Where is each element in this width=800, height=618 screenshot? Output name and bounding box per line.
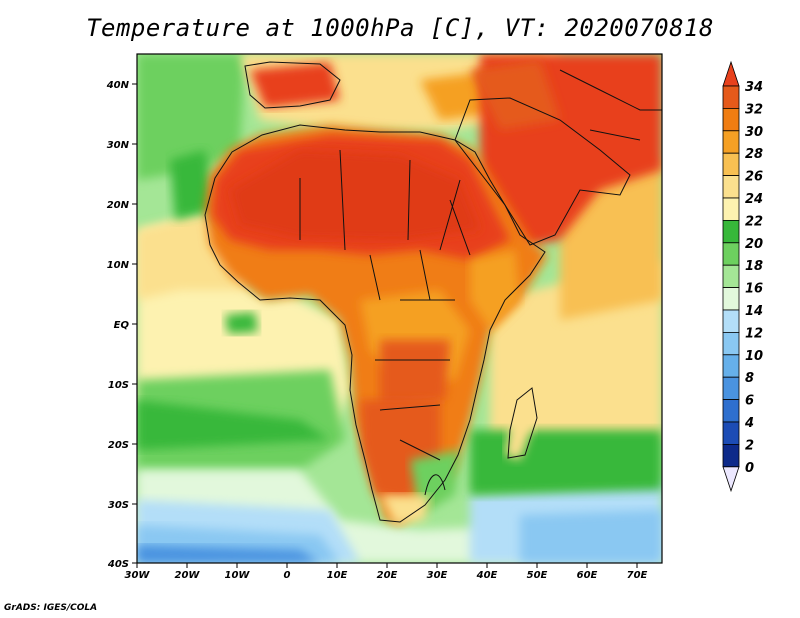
colorbar-label: 26 xyxy=(745,170,763,185)
y-tick-30n: 30N xyxy=(107,140,130,151)
x-tick-20w: 20W xyxy=(175,570,201,581)
colorbar-label: 16 xyxy=(745,282,763,297)
colorbar-label: 18 xyxy=(745,259,763,274)
colorbar-swatch xyxy=(722,421,740,445)
x-tick-70e: 70E xyxy=(627,570,648,581)
colorbar-swatch xyxy=(722,399,740,423)
colorbar-label: 24 xyxy=(745,192,763,207)
colorbar-swatch xyxy=(722,130,740,154)
colorbar-label: 12 xyxy=(745,326,763,341)
colorbar-swatch xyxy=(722,443,740,468)
colorbar-label: 34 xyxy=(745,80,763,95)
colorbar-label: 22 xyxy=(745,214,763,229)
x-tick-50e: 50E xyxy=(527,570,548,581)
colorbar-label: 0 xyxy=(745,461,754,476)
y-tick-40n: 40N xyxy=(106,80,130,91)
y-tick-eq: EQ xyxy=(114,320,130,331)
colorbar-swatch xyxy=(722,242,740,266)
colorbar-label: 10 xyxy=(745,349,763,364)
colorbar-label: 8 xyxy=(745,371,754,386)
colorbar-label: 4 xyxy=(744,416,754,431)
y-tick-20s: 20S xyxy=(108,440,129,451)
x-tick-30w: 30W xyxy=(125,570,151,581)
colorbar-swatch xyxy=(722,354,740,378)
colorbar-swatch xyxy=(722,219,740,244)
colorbar-swatch xyxy=(722,309,740,333)
colorbar-swatch xyxy=(722,108,740,132)
colorbar-label: 2 xyxy=(745,438,754,453)
x-tick-10e: 10E xyxy=(327,570,348,581)
colorbar-swatch xyxy=(722,331,740,356)
colorbar-swatch xyxy=(722,152,740,176)
y-tick-20n: 20N xyxy=(107,200,130,211)
x-tick-0: 0 xyxy=(284,570,291,581)
grads-credit: GrADS: IGES/COLA xyxy=(4,603,98,613)
x-tick-10w: 10W xyxy=(225,570,251,581)
x-tick-20e: 20E xyxy=(377,570,398,581)
colorbar-swatch xyxy=(722,264,740,289)
colorbar-swatch xyxy=(722,175,740,199)
colorbar-label: 6 xyxy=(745,394,754,409)
plot-frame xyxy=(136,53,663,564)
colorbar-min-triangle xyxy=(722,466,740,493)
colorbar-swatch xyxy=(722,197,740,221)
chart-title: Temperature at 1000hPa [C], VT: 20200708… xyxy=(86,14,714,42)
x-tick-60e: 60E xyxy=(577,570,598,581)
colorbar-label: 14 xyxy=(745,304,763,319)
y-tick-10s: 10S xyxy=(108,380,129,391)
colorbar-swatch xyxy=(722,376,740,401)
tick-marks xyxy=(132,83,638,568)
colorbar-swatch xyxy=(722,287,740,311)
y-axis-labels: 40N 30N 20N 10N EQ 10S 20S 30S 40S xyxy=(106,80,130,570)
y-tick-30s: 30S xyxy=(108,500,129,511)
colorbar-label: 20 xyxy=(745,237,763,252)
colorbar-label: 28 xyxy=(745,147,763,162)
colorbar-max-triangle xyxy=(722,60,740,87)
colorbar-label: 32 xyxy=(745,102,763,117)
x-tick-30e: 30E xyxy=(427,570,448,581)
temperature-field xyxy=(137,54,662,563)
colorbar-label: 30 xyxy=(745,125,763,140)
x-axis-labels: 30W 20W 10W 0 10E 20E 30E 40E 50E 60E 70… xyxy=(125,570,648,581)
y-tick-40s: 40S xyxy=(107,559,129,570)
y-tick-10n: 10N xyxy=(107,260,130,271)
x-tick-40e: 40E xyxy=(476,570,498,581)
coastlines xyxy=(204,61,662,523)
colorbar-swatch xyxy=(722,85,740,109)
